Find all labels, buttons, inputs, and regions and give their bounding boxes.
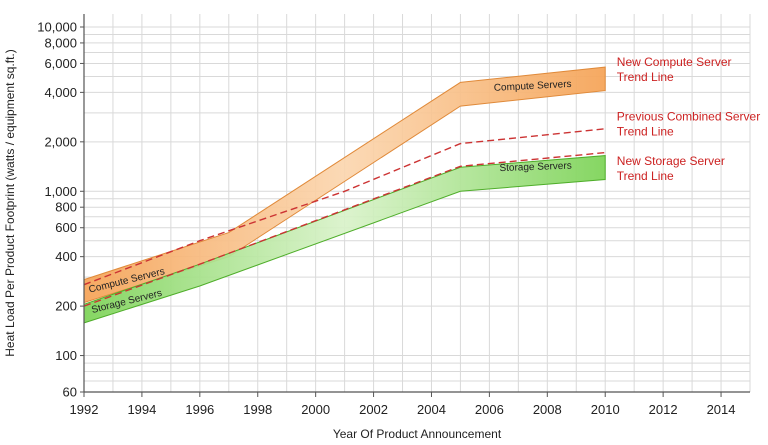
band-label: Storage Servers: [499, 161, 572, 175]
x-tick-label: 1996: [185, 402, 214, 417]
y-tick-label: 100: [55, 348, 77, 363]
y-tick-label: 400: [55, 249, 77, 264]
trend-line: [83, 128, 606, 286]
x-tick-label: 1992: [70, 402, 99, 417]
trend-annotation-line: Trend Line: [617, 70, 674, 84]
axes: 1992 1994 1996 1998 2000 2002 2004 2006 2008 2010…: [37, 14, 750, 417]
x-tick-label: 2000: [301, 402, 330, 417]
x-tick-label: 2010: [591, 402, 620, 417]
trend-annotation-line: Trend Line: [617, 124, 674, 138]
band-label: Compute Servers: [494, 79, 572, 94]
x-tick-label: 2008: [533, 402, 562, 417]
x-tick-label: 1994: [127, 402, 156, 417]
y-tick-label: 4,000: [44, 85, 77, 100]
y-tick-label: 600: [55, 220, 77, 235]
trend-annotation-line: Previous Combined Server: [617, 109, 760, 123]
trend-annotation: New Compute Server Trend Line: [617, 55, 732, 84]
x-tick-label: 2004: [417, 402, 446, 417]
y-tick-label: 800: [55, 200, 77, 215]
y-tick-label: 2,000: [44, 134, 77, 149]
trend-annotation-line: New Compute Server: [617, 55, 732, 69]
x-tick-label: 1998: [243, 402, 272, 417]
trend-annotation-line: New Storage Server: [617, 154, 725, 168]
y-tick-label: 6,000: [44, 56, 77, 71]
y-tick-label: 60: [63, 385, 77, 400]
y-tick-label: 200: [55, 299, 77, 314]
y-tick-label: 1,000: [44, 184, 77, 199]
y-tick-label: 10,000: [37, 20, 77, 35]
trend-annotation: New Storage Server Trend Line: [617, 154, 725, 183]
x-axis-title: Year Of Product Announcement: [333, 427, 502, 441]
trend-annotation: Previous Combined Server Trend Line: [617, 109, 760, 138]
x-tick-label: 2002: [359, 402, 388, 417]
x-tick-label: 2012: [649, 402, 678, 417]
y-axis-title: Heat Load Per Product Footprint (watts /…: [3, 49, 17, 356]
x-tick-label: 2014: [707, 402, 736, 417]
y-tick-label: 8,000: [44, 35, 77, 50]
trend-line: [83, 151, 606, 307]
trend-annotation-line: Trend Line: [617, 169, 674, 183]
trend-lines: [83, 128, 606, 307]
x-tick-label: 2006: [475, 402, 504, 417]
